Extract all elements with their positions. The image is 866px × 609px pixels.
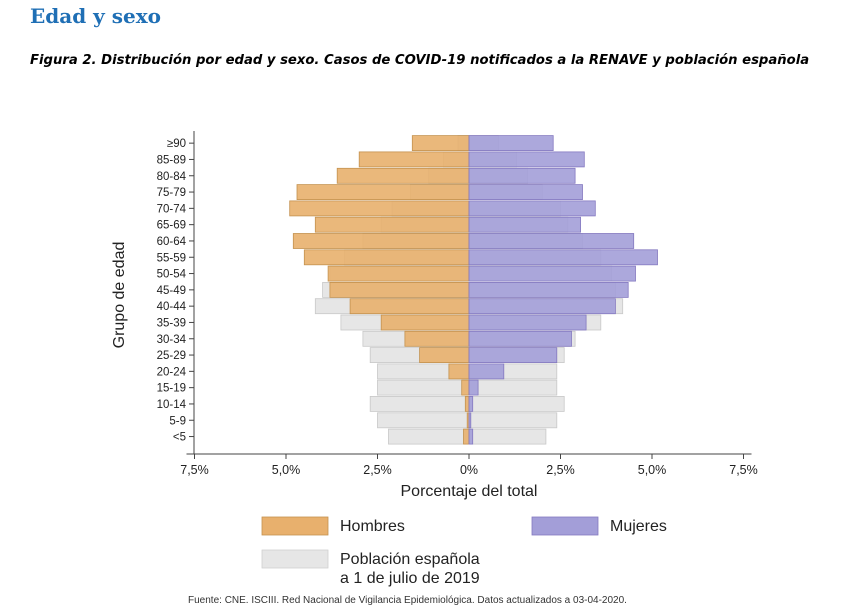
y-tick-label: 55-59: [157, 252, 186, 264]
bar-women-60-64: [468, 233, 635, 249]
bar-women-<5: [468, 428, 474, 445]
y-tick-label: 85-89: [157, 154, 186, 166]
bar-men-≥90: [411, 135, 470, 151]
y-tick-label: 45-49: [157, 285, 186, 297]
bar-men-85-89: [358, 151, 470, 168]
y-tick-label: ≥90: [167, 138, 186, 150]
y-tick-label: 40-44: [157, 301, 187, 313]
y-axis-title: Grupo de edad: [111, 242, 128, 349]
x-tick-label: 7,5%: [729, 463, 758, 477]
y-tick-label: 15-19: [157, 383, 186, 395]
legend-label-mujeres: Mujeres: [610, 518, 667, 535]
legend-swatch-mujeres: [531, 516, 599, 536]
bar-pop_women-5-9: [468, 412, 558, 429]
bar-women-55-59: [468, 249, 658, 266]
bar-men-50-54: [327, 265, 470, 282]
bar-women-70-74: [468, 200, 596, 217]
x-tick-label: 2,5%: [546, 463, 575, 477]
bar-women-65-69: [468, 216, 581, 233]
y-tick-label: 20-24: [157, 366, 187, 378]
bar-men-30-34: [404, 330, 470, 347]
y-tick-label: 35-39: [157, 317, 186, 329]
bar-pop_men-<5: [388, 428, 470, 445]
section-heading: Edad y sexo: [30, 4, 161, 28]
y-tick-label: 10-14: [157, 399, 187, 411]
bar-men-15-19: [461, 379, 470, 396]
bar-pop_men-5-9: [377, 412, 470, 429]
bar-women-35-39: [468, 314, 587, 331]
bar-men-25-29: [419, 347, 470, 364]
bar-pop_women-10-14: [468, 395, 565, 412]
bar-men-55-59: [303, 249, 470, 266]
bar-women-5-9: [468, 412, 472, 429]
bar-pop_women-15-19: [468, 379, 558, 396]
bar-men-20-24: [448, 363, 470, 380]
legend-label-hombres: Hombres: [340, 518, 405, 535]
bar-men-35-39: [380, 314, 470, 331]
figure-caption: Figura 2. Distribución por edad y sexo. …: [30, 53, 810, 68]
bar-women-80-84: [468, 167, 576, 184]
y-tick-label: 70-74: [157, 203, 187, 215]
bar-women-20-24: [468, 363, 505, 380]
y-tick-label: 25-29: [157, 350, 186, 362]
y-tick-label: 50-54: [157, 269, 187, 281]
x-tick-label: 5,0%: [638, 463, 667, 477]
bar-men-40-44: [349, 298, 470, 315]
bar-women-15-19: [468, 379, 479, 396]
bar-women-25-29: [468, 347, 558, 364]
y-tick-label: 5-9: [169, 415, 186, 427]
bar-pop_men-15-19: [377, 379, 470, 396]
x-tick-label: 0%: [460, 463, 478, 477]
legend-swatch-poblacion: [261, 549, 329, 569]
y-tick-label: <5: [173, 432, 186, 444]
bar-women-30-34: [468, 330, 572, 347]
bar-men-70-74: [289, 200, 470, 217]
bar-women-75-79: [468, 184, 583, 200]
y-tick-label: 65-69: [157, 220, 186, 232]
y-tick-label: 30-34: [157, 334, 187, 346]
x-tick-label: 2,5%: [363, 463, 392, 477]
x-axis-title: Porcentaje del total: [401, 483, 538, 500]
bar-men-65-69: [314, 216, 470, 233]
bar-women-50-54: [468, 265, 636, 282]
legend-label-poblacion: Población española a 1 de julio de 2019: [340, 551, 480, 587]
bar-women-40-44: [468, 298, 616, 315]
population-pyramid-chart: <5 5-9 10-14 15-19 20-24 25-29 30-34 35-39 40-44…: [86, 102, 776, 592]
bar-pop_men-10-14: [369, 395, 470, 412]
bar-men-75-79: [296, 184, 470, 200]
bar-men-80-84: [336, 167, 470, 184]
bar-women-10-14: [468, 395, 474, 412]
bar-women-≥90: [468, 135, 554, 151]
bar-women-45-49: [468, 281, 629, 298]
bar-men-10-14: [464, 395, 470, 412]
bar-women-85-89: [468, 151, 585, 168]
legend-swatch-hombres: [261, 516, 329, 536]
y-tick-label: 75-79: [157, 187, 186, 199]
y-tick-label: 80-84: [157, 171, 187, 183]
x-tick-label: 7,5%: [180, 463, 209, 477]
bar-men-<5: [463, 428, 470, 445]
source-footnote: Fuente: CNE. ISCIII. Red Nacional de Vig…: [188, 595, 627, 606]
bar-men-60-64: [292, 233, 470, 249]
bar-pop_women-<5: [468, 428, 547, 445]
x-tick-label: 5,0%: [272, 463, 301, 477]
bar-men-45-49: [329, 281, 470, 298]
y-tick-label: 60-64: [157, 236, 187, 248]
